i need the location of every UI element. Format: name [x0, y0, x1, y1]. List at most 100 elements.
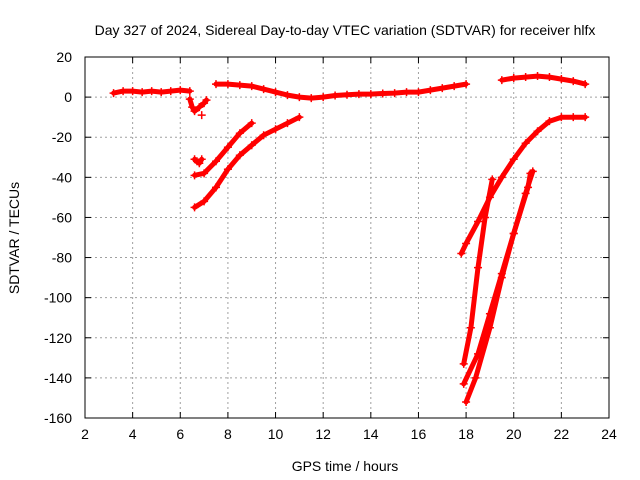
data-point-marker: [138, 88, 147, 97]
x-tick-label: 14: [363, 426, 379, 442]
x-tick-label: 4: [129, 426, 137, 442]
data-point-marker: [259, 131, 268, 140]
data-point-marker: [109, 89, 118, 98]
y-tick-label: -60: [52, 209, 72, 225]
data-point-marker: [509, 229, 518, 238]
data-point-marker: [119, 87, 128, 96]
data-point-marker: [307, 94, 316, 103]
y-tick-label: -40: [52, 169, 72, 185]
data-point-marker: [471, 373, 480, 382]
data-point-marker: [343, 90, 351, 99]
data-point-marker: [223, 165, 232, 174]
data-point-marker: [481, 213, 490, 222]
data-point-marker: [462, 80, 471, 89]
data-point-marker: [157, 88, 166, 97]
series-band-main-1: [109, 86, 194, 98]
x-tick-label: 18: [458, 426, 474, 442]
y-tick-label: -140: [44, 370, 72, 386]
data-point-marker: [354, 90, 363, 99]
series-arc-c: [190, 113, 304, 212]
series-arc-b: [190, 119, 256, 180]
axes: 2 4 6 8 10 12 14 16 18 20 22 24200-20-40-60-80-100-…: [44, 49, 617, 442]
data-point-marker: [457, 249, 466, 258]
data-point-marker: [526, 169, 535, 178]
data-point-marker: [545, 73, 554, 82]
data-point-marker: [459, 359, 468, 368]
data-point-marker: [459, 379, 468, 388]
data-point-marker: [569, 113, 578, 122]
data-point-marker: [569, 77, 578, 86]
series-rise-a: [457, 113, 590, 258]
series-trace: [192, 114, 302, 210]
y-tick-label: -120: [44, 330, 72, 346]
chart-title: Day 327 of 2024, Sidereal Day-to-day VTE…: [95, 22, 596, 38]
data-point-marker: [581, 113, 590, 122]
x-tick-label: 22: [554, 426, 570, 442]
data-point-marker: [212, 183, 220, 192]
x-axis-label: GPS time / hours: [292, 458, 399, 474]
data-point-marker: [247, 119, 256, 128]
data-point-marker: [271, 88, 280, 97]
data-point-marker: [283, 119, 292, 128]
data-point-marker: [188, 103, 197, 112]
data-point-marker: [176, 86, 185, 95]
data-point-marker: [235, 151, 244, 160]
x-tick-label: 6: [176, 426, 184, 442]
data-point-marker: [319, 93, 328, 102]
data-point-marker: [390, 89, 399, 98]
x-tick-label: 2: [81, 426, 89, 442]
data-point-marker: [200, 169, 209, 178]
data-point-marker: [195, 103, 204, 112]
data-point-marker: [485, 323, 494, 332]
data-point-marker: [295, 93, 304, 102]
data-point-marker: [185, 87, 194, 96]
data-point-marker: [147, 87, 156, 96]
data-point-marker: [185, 95, 194, 104]
data-point-marker: [283, 91, 292, 100]
series-drop-6.5: [185, 95, 211, 116]
data-point-marker: [295, 113, 304, 122]
series-scatter-6.9: [197, 111, 206, 120]
y-tick-label: -160: [44, 410, 72, 426]
data-point-marker: [581, 80, 590, 89]
data-point-marker: [509, 74, 518, 83]
data-point-marker: [474, 217, 482, 226]
y-axis-label: SDTVAR / TECUs: [6, 182, 22, 294]
plot-frame: [84, 56, 610, 419]
data-point-marker: [462, 239, 471, 248]
data-point-marker: [128, 87, 137, 96]
data-point-marker: [235, 129, 244, 138]
data-point-marker: [190, 203, 199, 212]
data-point-marker: [545, 117, 554, 126]
data-point-marker: [197, 111, 206, 120]
data-point-marker: [166, 87, 175, 96]
data-point-marker: [200, 197, 209, 206]
data-point-marker: [247, 82, 256, 91]
data-point-marker: [271, 125, 280, 134]
data-point-marker: [438, 84, 447, 93]
x-tick-label: 16: [411, 426, 427, 442]
x-tick-label: 12: [315, 426, 331, 442]
y-tick-label: -20: [52, 129, 72, 145]
data-point-marker: [524, 183, 533, 192]
data-point-marker: [474, 263, 482, 272]
y-tick-label: 20: [56, 49, 72, 65]
data-point-marker: [212, 80, 220, 89]
series-band-main-3: [497, 72, 590, 89]
data-point-marker: [488, 175, 497, 184]
grid-lines: [85, 57, 609, 418]
data-point-marker: [450, 82, 459, 91]
data-point-marker: [197, 155, 206, 164]
x-tick-label: 20: [506, 426, 522, 442]
series-trace: [213, 81, 469, 101]
x-tick-label: 24: [601, 426, 617, 442]
data-point-marker: [331, 91, 340, 100]
data-point-marker: [366, 90, 375, 99]
series-rise-b: [459, 175, 497, 368]
data-point-marker: [259, 85, 268, 94]
data-point-marker: [414, 88, 423, 97]
data-point-marker: [190, 107, 199, 116]
data-point-marker: [190, 171, 199, 180]
data-point-marker: [223, 143, 232, 152]
